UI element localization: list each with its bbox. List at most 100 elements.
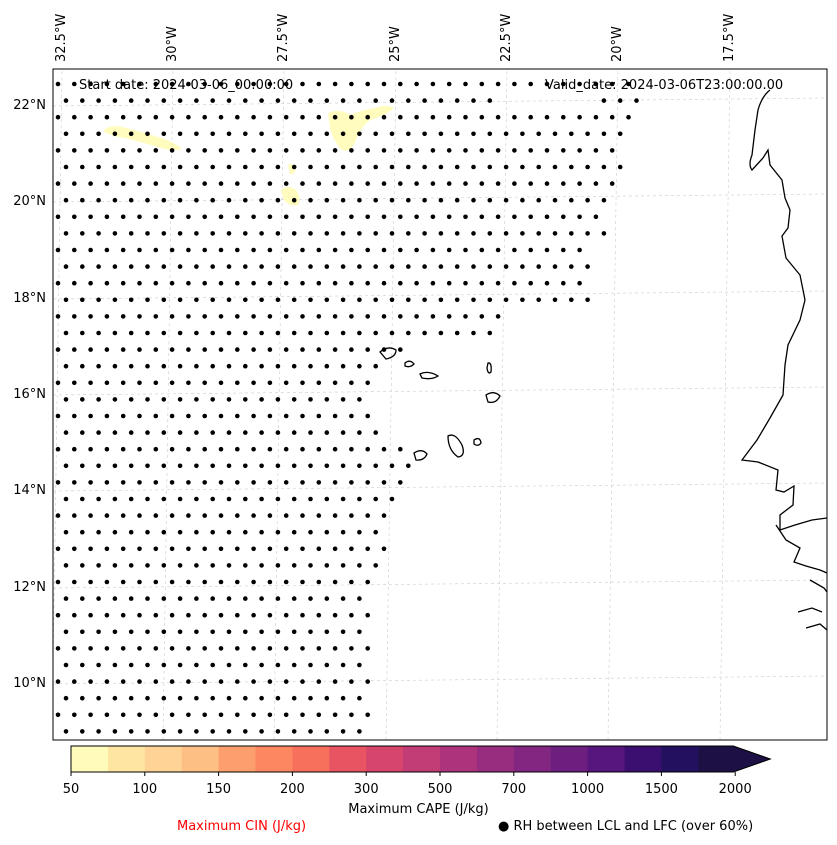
rh-dot xyxy=(218,214,224,220)
rh-dot xyxy=(72,114,77,120)
rh-dot xyxy=(63,264,69,269)
rh-dot xyxy=(112,197,118,203)
rh-dot xyxy=(438,164,444,170)
rh-dot xyxy=(308,98,313,103)
rh-dot xyxy=(169,480,175,485)
rh-dot xyxy=(96,397,101,402)
rh-dot xyxy=(267,181,273,186)
rh-dot xyxy=(365,280,371,286)
cape-colorbar xyxy=(70,745,772,776)
island-fogo xyxy=(413,450,428,461)
rh-dot xyxy=(316,579,322,585)
rh-dot xyxy=(72,314,77,319)
rh-dot xyxy=(112,164,118,170)
rh-dot xyxy=(601,131,607,137)
rh-dot xyxy=(137,314,142,319)
rh-dot xyxy=(202,314,207,319)
rh-dot xyxy=(88,314,93,319)
rh-dot xyxy=(340,695,346,701)
rh-dot xyxy=(137,480,142,485)
rh-dot xyxy=(145,297,150,303)
rh-dot xyxy=(308,297,313,303)
rh-dot xyxy=(161,729,167,734)
rh-dot xyxy=(340,662,346,668)
rh-dot xyxy=(259,197,264,203)
rh-dot xyxy=(577,81,582,87)
rh-dot xyxy=(316,546,322,552)
rh-dot xyxy=(55,712,61,718)
rh-dot xyxy=(259,330,264,336)
rh-dot xyxy=(218,314,224,319)
rh-dot xyxy=(128,529,134,535)
rh-dot xyxy=(104,579,110,585)
rh-dot xyxy=(495,81,501,87)
rh-dot xyxy=(357,529,362,535)
rh-dot xyxy=(373,98,379,103)
colorbar-bin xyxy=(550,746,589,772)
rh-dot xyxy=(177,297,183,303)
rh-dot xyxy=(112,297,118,303)
rh-dot xyxy=(365,114,371,120)
rh-dot xyxy=(414,181,419,186)
rh-dot xyxy=(373,463,379,469)
rh-dot xyxy=(88,347,93,352)
rh-dot xyxy=(349,181,354,186)
rh-dot xyxy=(601,197,607,203)
rh-dot xyxy=(226,596,232,601)
rh-dot xyxy=(55,314,61,319)
rh-dot xyxy=(283,579,289,585)
rh-dot xyxy=(585,231,590,236)
rh-dot xyxy=(120,712,126,718)
rh-dot xyxy=(544,214,550,220)
rh-dot xyxy=(80,131,85,137)
rh-dot xyxy=(324,131,330,137)
rh-dot xyxy=(55,81,61,87)
rh-dot xyxy=(186,679,191,684)
rh-dot xyxy=(634,98,639,103)
rh-dot xyxy=(145,164,150,170)
colorbar-tick-label: 100 xyxy=(132,782,158,797)
rh-dot xyxy=(210,463,215,469)
cin-legend: Maximum CIN (J/kg) xyxy=(177,819,307,834)
rh-dot xyxy=(55,579,61,585)
rh-dot xyxy=(153,679,159,684)
rh-dot xyxy=(96,463,101,469)
rh-dot xyxy=(55,480,61,485)
rh-dot xyxy=(104,181,110,186)
rh-dot xyxy=(585,264,590,269)
rh-dot xyxy=(617,98,623,103)
rh-dot xyxy=(340,131,346,137)
rh-dot xyxy=(218,148,224,153)
rh-dot xyxy=(259,596,264,601)
rh-dot xyxy=(300,679,305,684)
rh-dot xyxy=(251,646,256,651)
rh-dot xyxy=(520,197,525,203)
rh-dot xyxy=(283,480,289,485)
rh-dot xyxy=(283,214,289,220)
rh-dot xyxy=(120,513,126,518)
rh-dot xyxy=(300,712,305,718)
rh-dot xyxy=(88,712,93,718)
rh-dot xyxy=(381,148,387,153)
rh-dot xyxy=(128,330,134,336)
rh-dot xyxy=(275,164,281,170)
rh-dot xyxy=(324,662,330,668)
rh-dot xyxy=(104,712,110,718)
rh-dot xyxy=(177,729,183,734)
rh-dot xyxy=(96,330,101,336)
rh-dot xyxy=(186,446,191,452)
rh-dot xyxy=(617,131,623,137)
rh-dot xyxy=(308,662,313,668)
rh-dot xyxy=(471,297,476,303)
rh-dot xyxy=(291,662,297,668)
cape-area-2 xyxy=(328,106,394,151)
rh-dot xyxy=(128,363,134,369)
rh-dot xyxy=(463,114,468,120)
rh-dot xyxy=(80,231,85,236)
rh-dot xyxy=(259,430,264,435)
rh-dot xyxy=(381,181,387,186)
rh-dot xyxy=(398,81,403,87)
rh-dot xyxy=(137,546,142,552)
rh-dot xyxy=(202,148,207,153)
rh-dot xyxy=(55,347,61,352)
